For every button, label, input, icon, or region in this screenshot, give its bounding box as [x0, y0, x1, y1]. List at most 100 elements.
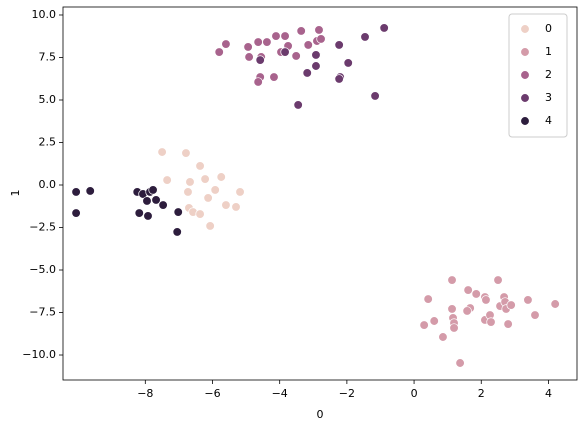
- point: [71, 208, 81, 218]
- point: [162, 175, 172, 185]
- point: [262, 37, 272, 47]
- point: [216, 172, 226, 182]
- point: [481, 295, 491, 305]
- point: [296, 26, 306, 36]
- point: [185, 177, 195, 187]
- legend-marker: [520, 93, 530, 103]
- y-tick-label: −7.5: [29, 306, 56, 319]
- y-tick-label: −2.5: [29, 221, 56, 234]
- x-tick-label: 2: [478, 387, 485, 400]
- point: [214, 47, 224, 57]
- point: [158, 200, 168, 210]
- point: [151, 195, 161, 205]
- point: [438, 332, 448, 342]
- point: [253, 37, 263, 47]
- point: [195, 161, 205, 171]
- point: [221, 39, 231, 49]
- point: [523, 295, 533, 305]
- point: [210, 185, 220, 195]
- point: [302, 68, 312, 78]
- point: [255, 55, 265, 65]
- y-axis-label: 1: [9, 190, 22, 197]
- legend-marker: [520, 70, 530, 80]
- x-axis-label: 0: [317, 408, 324, 421]
- point: [423, 294, 433, 304]
- point: [173, 207, 183, 217]
- x-tick-label: −6: [204, 387, 220, 400]
- point: [449, 323, 459, 333]
- point: [314, 25, 324, 35]
- legend-marker: [520, 47, 530, 57]
- point: [71, 187, 81, 197]
- point: [334, 40, 344, 50]
- point: [429, 316, 439, 326]
- point: [530, 310, 540, 320]
- point: [503, 319, 513, 329]
- point: [143, 211, 153, 221]
- y-tick-label: 0.0: [39, 178, 57, 191]
- point: [462, 306, 472, 316]
- point: [334, 74, 344, 84]
- point: [134, 208, 144, 218]
- x-tick-label: 0: [411, 387, 418, 400]
- point: [316, 34, 326, 44]
- y-tick-label: 2.5: [39, 135, 57, 148]
- point: [280, 31, 290, 41]
- point: [181, 148, 191, 158]
- point: [253, 77, 263, 87]
- x-tick-label: −8: [137, 387, 153, 400]
- y-tick-label: 5.0: [39, 93, 57, 106]
- point: [343, 58, 353, 68]
- point: [235, 187, 245, 197]
- legend-box: [508, 13, 568, 138]
- legend-label: 0: [545, 22, 552, 35]
- point: [231, 202, 241, 212]
- point: [471, 289, 481, 299]
- point: [195, 209, 205, 219]
- point: [506, 300, 516, 310]
- point: [183, 187, 193, 197]
- point: [463, 285, 473, 295]
- point: [360, 32, 370, 42]
- point: [221, 200, 231, 210]
- plot-frame: [62, 6, 578, 381]
- legend-marker: [520, 24, 530, 34]
- point: [205, 221, 215, 231]
- legend-label: 1: [545, 45, 552, 58]
- point: [303, 40, 313, 50]
- point: [447, 304, 457, 314]
- point: [85, 186, 95, 196]
- point: [271, 31, 281, 41]
- point: [293, 100, 303, 110]
- point: [200, 174, 210, 184]
- y-tick-label: 10.0: [32, 8, 57, 21]
- x-tick-label: −4: [272, 387, 288, 400]
- point: [142, 196, 152, 206]
- legend-marker: [520, 116, 530, 126]
- point: [311, 50, 321, 60]
- y-tick-label: −10.0: [22, 348, 56, 361]
- point: [148, 185, 158, 195]
- point: [311, 61, 321, 71]
- legend-label: 2: [545, 68, 552, 81]
- point: [455, 358, 465, 368]
- point: [419, 320, 429, 330]
- point: [244, 52, 254, 62]
- point: [269, 72, 279, 82]
- y-tick-label: −5.0: [29, 263, 56, 276]
- point: [486, 317, 496, 327]
- x-tick-label: −2: [339, 387, 355, 400]
- point: [370, 91, 380, 101]
- point: [203, 193, 213, 203]
- legend-label: 3: [545, 91, 552, 104]
- legend-label: 4: [545, 114, 552, 127]
- point: [243, 42, 253, 52]
- point: [493, 275, 503, 285]
- y-tick-label: 7.5: [39, 50, 57, 63]
- point: [447, 275, 457, 285]
- point: [550, 299, 560, 309]
- point: [291, 51, 301, 61]
- point: [172, 227, 182, 237]
- point: [379, 23, 389, 33]
